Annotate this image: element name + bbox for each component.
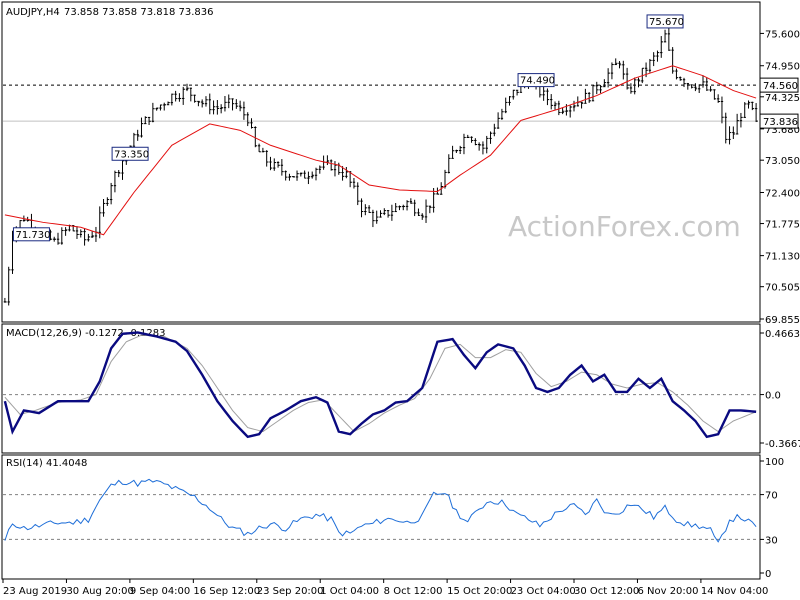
price-y-axis: 75.600 74.950 74.325 73.680 73.050 72.400 71.7…: [760, 29, 800, 326]
symbol-header: AUDJPY,H4: [6, 7, 60, 18]
rsi-title: RSI(14) 41.4048: [6, 458, 87, 469]
x-tick-label: 15 Oct 20:00: [447, 586, 512, 597]
price-y-tick-label: 74.950: [765, 62, 800, 73]
rsi-line: [4, 478, 757, 543]
price-y-tick-label: 71.130: [765, 252, 800, 263]
moving-average-line: [4, 65, 757, 236]
x-tick-label: 6 Nov 20:00: [637, 586, 698, 597]
rsi-y-tick-label: 70: [765, 491, 778, 502]
price-y-tick-label: 71.775: [765, 220, 800, 231]
price-y-tick-label: 75.600: [765, 29, 800, 40]
macd-title: MACD(12,26,9) -0.1272 -0.1283: [6, 328, 166, 339]
annotations: 74.490 71.730 75.670 73.350: [12, 14, 684, 242]
watermark: ActionForex.com: [508, 210, 741, 243]
rsi-pane-frame: [1, 454, 761, 580]
level-label-box: [759, 77, 799, 93]
rsi-y-axis: 100 70 30 0: [760, 457, 784, 580]
rsi-y-tick-label: 30: [765, 535, 778, 546]
price-labels: 74.560 73.836: [759, 77, 799, 129]
level-label: 74.560: [763, 81, 798, 92]
rsi-y-tick-label: 100: [765, 457, 784, 468]
annotation-box: [111, 146, 149, 161]
price-pane-frame: [1, 1, 761, 323]
x-tick-label: 23 Oct 04:00: [511, 586, 576, 597]
price-y-tick-label: 72.400: [765, 188, 800, 199]
rsi-pane: RSI(14) 41.4048 100 70 30 0: [1, 454, 784, 580]
annotation-box: [517, 73, 555, 88]
annotation-box: [646, 14, 684, 29]
macd-y-axis: 0.4663 0.0 -0.3667: [760, 329, 800, 450]
x-tick-label: 30 Oct 12:00: [574, 586, 639, 597]
price-pane: ActionForex.com AUDJPY,H4 73.858 73.858 …: [1, 1, 800, 326]
last-price-label-box: [759, 113, 799, 129]
x-tick-label: 8 Oct 12:00: [384, 586, 443, 597]
x-tick-label: 23 Sep 20:00: [257, 586, 324, 597]
annotation-label: 75.670: [649, 17, 684, 28]
x-axis: 23 Aug 2019 30 Aug 20:009 Sep 04:00 16 Sep…: [2, 579, 768, 597]
macd-y-tick-label: 0.0: [765, 391, 781, 402]
x-tick-label: 14 Nov 04:00: [701, 586, 768, 597]
x-tick-label: 23 Aug 2019: [3, 586, 67, 597]
price-y-tick-label: 74.325: [765, 93, 800, 104]
macd-y-tick-label: 0.4663: [765, 329, 800, 340]
x-tick-label: 30 Aug 20:00: [66, 586, 133, 597]
macd-pane: MACD(12,26,9) -0.1272 -0.1283 0.4663 0.0 -…: [1, 323, 800, 454]
macd-y-tick-label: -0.3667: [765, 439, 800, 450]
annotation-label: 74.490: [520, 76, 555, 87]
price-y-tick-label: 73.680: [765, 125, 800, 136]
annotation-label: 71.730: [15, 230, 50, 241]
last-price-label: 73.836: [763, 117, 798, 128]
macd-main-line: [3, 331, 757, 439]
x-tick-label: 16 Sep 12:00: [193, 586, 260, 597]
rsi-y-tick-label: 0: [765, 569, 771, 580]
price-y-tick-label: 73.050: [765, 156, 800, 167]
x-tick-label: 1 Oct 04:00: [320, 586, 379, 597]
x-tick-label: 9 Sep 04:00: [130, 586, 190, 597]
ohlc-header: 73.858 73.858 73.818 73.836: [64, 7, 214, 18]
annotation-label: 73.350: [114, 149, 149, 160]
price-y-tick-label: 69.855: [765, 315, 800, 326]
price-y-tick-label: 70.505: [765, 283, 800, 294]
macd-pane-frame: [1, 323, 761, 454]
annotation-box: [12, 227, 50, 242]
